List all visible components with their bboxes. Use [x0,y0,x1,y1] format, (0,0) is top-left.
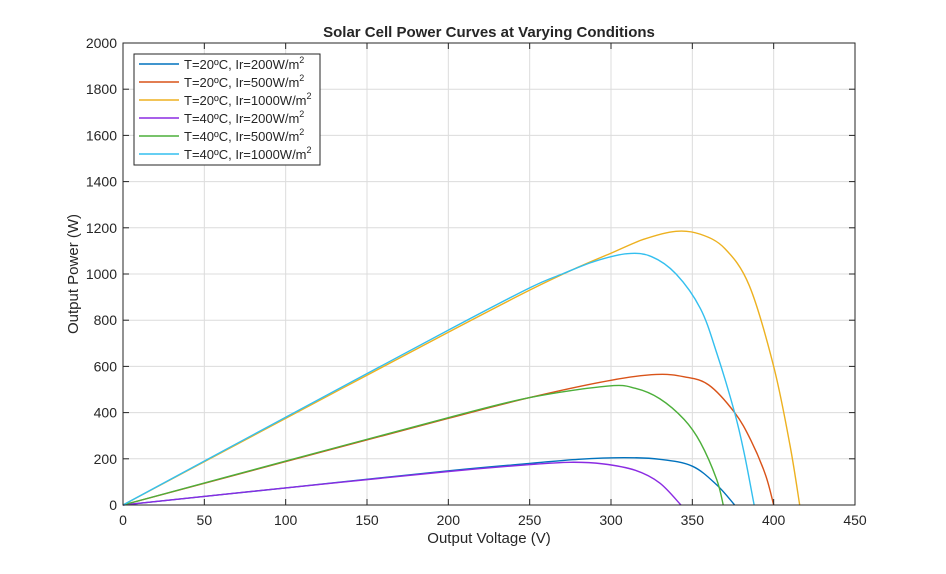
y-tick-label: 0 [109,497,117,513]
y-tick-label: 1600 [86,127,117,143]
y-tick-label: 1000 [86,266,117,282]
legend-superscript: 2 [307,91,312,101]
series-line-3 [122,461,682,506]
x-tick-label: 0 [119,512,127,528]
legend-entry: T=40ºC, Ir=500W/m2 [184,127,304,144]
legend-label: T=40ºC, Ir=500W/m [184,129,299,144]
legend-entry: T=40ºC, Ir=1000W/m2 [184,145,312,162]
legend-label: T=40ºC, Ir=1000W/m [184,147,307,162]
y-tick-label: 1400 [86,174,117,190]
x-axis-label: Output Voltage (V) [427,530,550,547]
legend-superscript: 2 [299,55,304,65]
x-tick-label: 200 [437,512,461,528]
x-tick-label: 350 [681,512,705,528]
series-line-0 [122,456,736,506]
legend-entry: T=20ºC, Ir=200W/m2 [184,55,304,72]
legend-label: T=20ºC, Ir=200W/m [184,57,299,72]
y-tick-label: 400 [94,405,118,421]
x-tick-label: 50 [197,512,213,528]
legend: T=20ºC, Ir=200W/m2T=20ºC, Ir=500W/m2T=20… [133,53,321,166]
series-line-4 [122,384,724,506]
legend-superscript: 2 [299,73,304,83]
ticks: 0 50 100 150 200 250 300 350 400 450 0 200 400 600 800… [86,35,867,528]
x-tick-label: 250 [518,512,542,528]
series-line-2 [122,230,801,506]
legend-entry: T=20ºC, Ir=1000W/m2 [184,91,312,108]
y-tick-label: 1200 [86,220,117,236]
legend-box [133,53,321,166]
legend-label: T=20ºC, Ir=1000W/m [184,93,307,108]
x-tick-label: 400 [762,512,786,528]
y-tick-label: 600 [94,358,118,374]
x-tick-label: 100 [274,512,298,528]
legend-label: T=20ºC, Ir=500W/m [184,75,299,90]
legend-superscript: 2 [307,145,312,155]
chart-title: Solar Cell Power Curves at Varying Condi… [323,24,655,41]
y-tick-label: 2000 [86,35,117,51]
x-tick-label: 150 [355,512,379,528]
y-tick-label: 1800 [86,81,117,97]
legend-label: T=40ºC, Ir=200W/m [184,111,299,126]
series-lines [122,230,801,506]
x-tick-label: 300 [599,512,623,528]
y-axis-label: Output Power (W) [65,214,82,334]
series-line-5 [122,252,755,506]
y-tick-label: 200 [94,451,118,467]
legend-entry: T=20ºC, Ir=500W/m2 [184,73,304,90]
legend-superscript: 2 [299,127,304,137]
legend-superscript: 2 [299,109,304,119]
legend-entry: T=40ºC, Ir=200W/m2 [184,109,304,126]
x-tick-label: 450 [843,512,867,528]
y-tick-label: 800 [94,312,118,328]
